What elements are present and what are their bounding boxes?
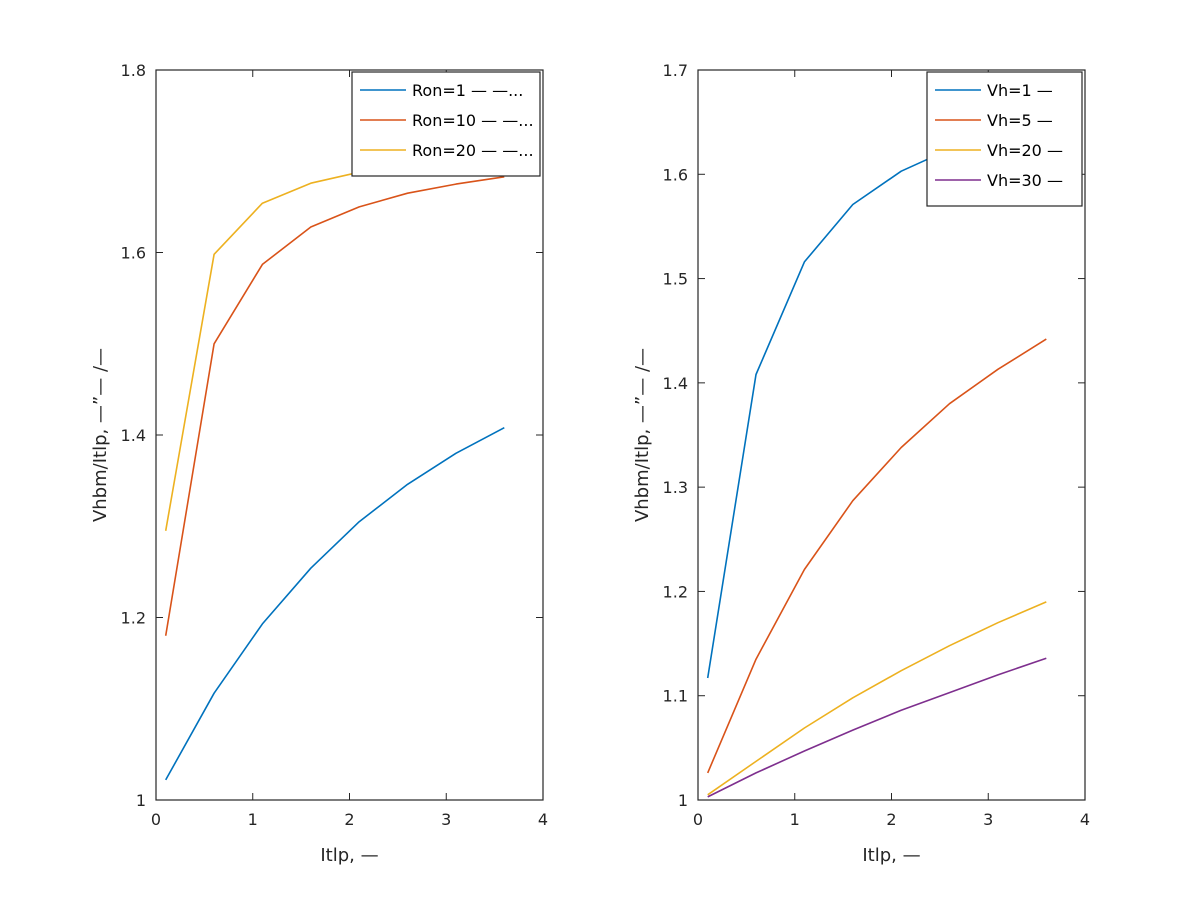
y-tick-label: 1.2 [663, 582, 688, 601]
y-tick-label: 1.8 [121, 61, 146, 80]
x-tick-label: 0 [151, 810, 161, 829]
x-axis-label: Itlp, — [862, 845, 920, 866]
legend-label-4: Vh=30 — [987, 171, 1063, 190]
y-tick-label: 1 [136, 791, 146, 810]
y-tick-label: 1.4 [663, 374, 688, 393]
y-tick-label: 1 [678, 791, 688, 810]
y-axis-label: Vhbm/Itlp, —”— /— [632, 348, 653, 522]
y-tick-label: 1.6 [663, 165, 688, 184]
x-tick-label: 1 [790, 810, 800, 829]
legend-label-1: Ron=1 — —... [412, 81, 523, 100]
y-tick-label: 1.6 [121, 244, 146, 263]
y-tick-label: 1.1 [663, 687, 688, 706]
axes-box [697, 69, 1086, 801]
x-tick-label: 3 [983, 810, 993, 829]
legend: Ron=1 — —... Ron=10 — —... Ron=20 — —... [351, 71, 541, 177]
series-line-2 [706, 338, 1047, 774]
y-axis-label: Vhbm/Itlp, —”— /— [90, 348, 111, 522]
y-tick-label: 1.2 [121, 609, 146, 628]
legend-label-1: Vh=1 — [987, 81, 1053, 100]
axes-box [155, 69, 544, 801]
legend-label-3: Vh=20 — [987, 141, 1063, 160]
legend-box [926, 71, 1083, 207]
series-line-2 [164, 176, 505, 636]
x-tick-label: 4 [538, 810, 548, 829]
legend: Vh=1 — Vh=5 — Vh=20 — Vh=30 — [926, 71, 1083, 207]
x-tick-label: 2 [344, 810, 354, 829]
legend-label-2: Vh=5 — [987, 111, 1053, 130]
x-tick-label: 3 [441, 810, 451, 829]
x-tick-label: 1 [248, 810, 258, 829]
series-line-4 [707, 657, 1047, 798]
x-tick-label: 4 [1080, 810, 1090, 829]
series-line-3 [707, 601, 1047, 796]
plot-area [156, 70, 543, 800]
y-tick-label: 1.4 [121, 426, 146, 445]
x-axis-label: Itlp, — [320, 845, 378, 866]
legend-label-3: Ron=20 — —... [412, 141, 534, 160]
y-tick-label: 1.3 [663, 478, 688, 497]
y-tick-label: 1.7 [663, 61, 688, 80]
x-tick-label: 2 [886, 810, 896, 829]
x-tick-label: 0 [693, 810, 703, 829]
series-line-1 [165, 426, 505, 781]
legend-label-2: Ron=10 — —... [412, 111, 534, 130]
y-tick-label: 1.5 [663, 270, 688, 289]
